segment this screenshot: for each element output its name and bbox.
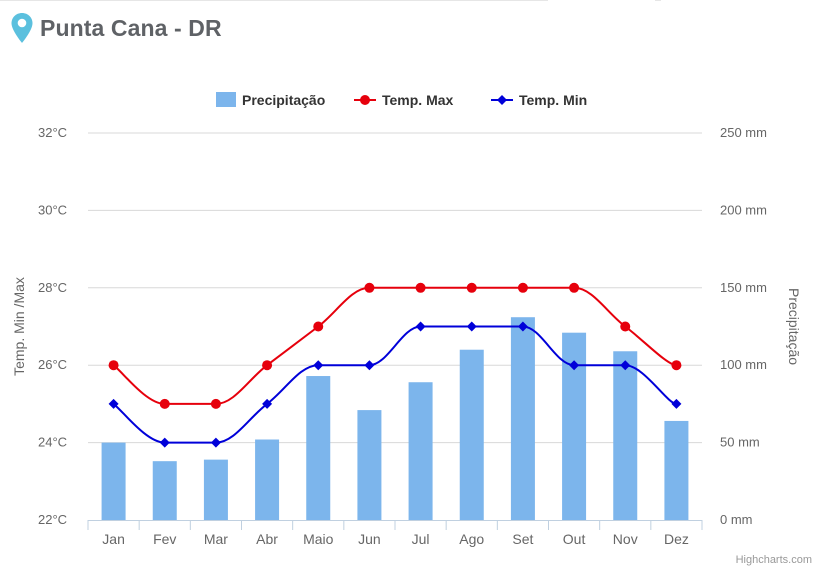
temp-min-point[interactable] <box>159 437 170 448</box>
temp-max-point[interactable] <box>364 282 375 293</box>
temp-min-point[interactable] <box>364 360 375 371</box>
temp-max-point[interactable] <box>569 282 580 293</box>
precip-bar[interactable] <box>613 351 638 520</box>
temp-max-point[interactable] <box>415 282 426 293</box>
chart-header: Punta Cana - DR <box>10 10 222 46</box>
y-left-tick-label: 24°C <box>38 435 67 450</box>
x-tick-label: Fev <box>153 531 176 547</box>
y-left-tick-label: 32°C <box>38 125 67 140</box>
temp-max-point[interactable] <box>517 282 528 293</box>
x-tick-label: Dez <box>664 531 689 547</box>
precip-bar[interactable] <box>459 349 484 520</box>
page-title: Punta Cana - DR <box>40 14 222 41</box>
y-right-tick-label: 100 mm <box>720 357 767 372</box>
x-tick-label: Mar <box>204 531 228 547</box>
x-tick-label: Set <box>512 531 533 547</box>
x-tick-label: Jul <box>412 531 430 547</box>
precip-bar[interactable] <box>664 420 689 520</box>
temp-min-point[interactable] <box>415 321 426 332</box>
temp-max-point[interactable] <box>313 321 324 332</box>
legend-tmax-label: Temp. Max <box>382 92 454 108</box>
y-right-tick-label: 200 mm <box>720 202 767 217</box>
legend-tmin-label: Temp. Min <box>519 92 587 108</box>
precip-bar[interactable] <box>510 317 535 520</box>
temp-max-point[interactable] <box>210 398 221 409</box>
x-tick-label: Ago <box>459 531 484 547</box>
temp-min-point[interactable] <box>466 321 477 332</box>
temp-max-point[interactable] <box>262 360 273 371</box>
x-tick-label: Jun <box>358 531 381 547</box>
y-left-axis-title: Temp. Min /Max <box>11 277 27 376</box>
legend-tmax-symbol[interactable] <box>360 95 370 105</box>
x-tick-label: Abr <box>256 531 278 547</box>
legend-tmin-symbol[interactable] <box>497 95 507 105</box>
y-right-axis-title: Precipitação <box>786 288 802 365</box>
y-right-tick-label: 250 mm <box>720 125 767 140</box>
map-pin-icon <box>11 13 33 43</box>
temp-min-point[interactable] <box>569 360 580 371</box>
temp-min-point[interactable] <box>313 360 324 371</box>
precip-bar[interactable] <box>203 459 228 520</box>
legend-precip-label: Precipitação <box>242 92 325 108</box>
temp-min-point[interactable] <box>620 360 631 371</box>
precip-bar[interactable] <box>152 461 177 520</box>
temp-min-line <box>112 325 677 444</box>
x-tick-label: Out <box>563 531 586 547</box>
precip-bar[interactable] <box>101 442 126 520</box>
precip-bar[interactable] <box>408 382 433 520</box>
y-right-tick-label: 150 mm <box>720 280 767 295</box>
y-right-tick-label: 50 mm <box>720 435 760 450</box>
temp-min-point[interactable] <box>210 437 221 448</box>
temp-max-point[interactable] <box>671 360 682 371</box>
top-divider-segment <box>655 0 661 1</box>
highcharts-credit-link[interactable]: Highcharts.com <box>735 554 812 566</box>
temp-max-point[interactable] <box>466 282 477 293</box>
temp-max-point[interactable] <box>108 360 119 371</box>
y-left-tick-label: 30°C <box>38 202 67 217</box>
precip-bar[interactable] <box>357 410 382 520</box>
temp-min-point[interactable] <box>262 398 273 409</box>
temp-min-point[interactable] <box>517 321 528 332</box>
y-left-tick-label: 22°C <box>38 512 67 527</box>
y-left-tick-label: 26°C <box>38 357 67 372</box>
precip-bar[interactable] <box>255 439 280 520</box>
temp-max-point[interactable] <box>620 321 631 332</box>
top-divider <box>0 0 548 1</box>
x-tick-label: Jan <box>102 531 125 547</box>
temp-min-point[interactable] <box>108 398 119 409</box>
x-tick-label: Maio <box>303 531 334 547</box>
legend-precip-symbol[interactable] <box>216 92 236 107</box>
temp-max-point[interactable] <box>159 398 170 409</box>
y-left-tick-label: 28°C <box>38 280 67 295</box>
precip-bar[interactable] <box>306 376 331 520</box>
y-right-tick-label: 0 mm <box>720 512 753 527</box>
x-tick-label: Nov <box>613 531 638 547</box>
temp-min-point[interactable] <box>671 398 682 409</box>
